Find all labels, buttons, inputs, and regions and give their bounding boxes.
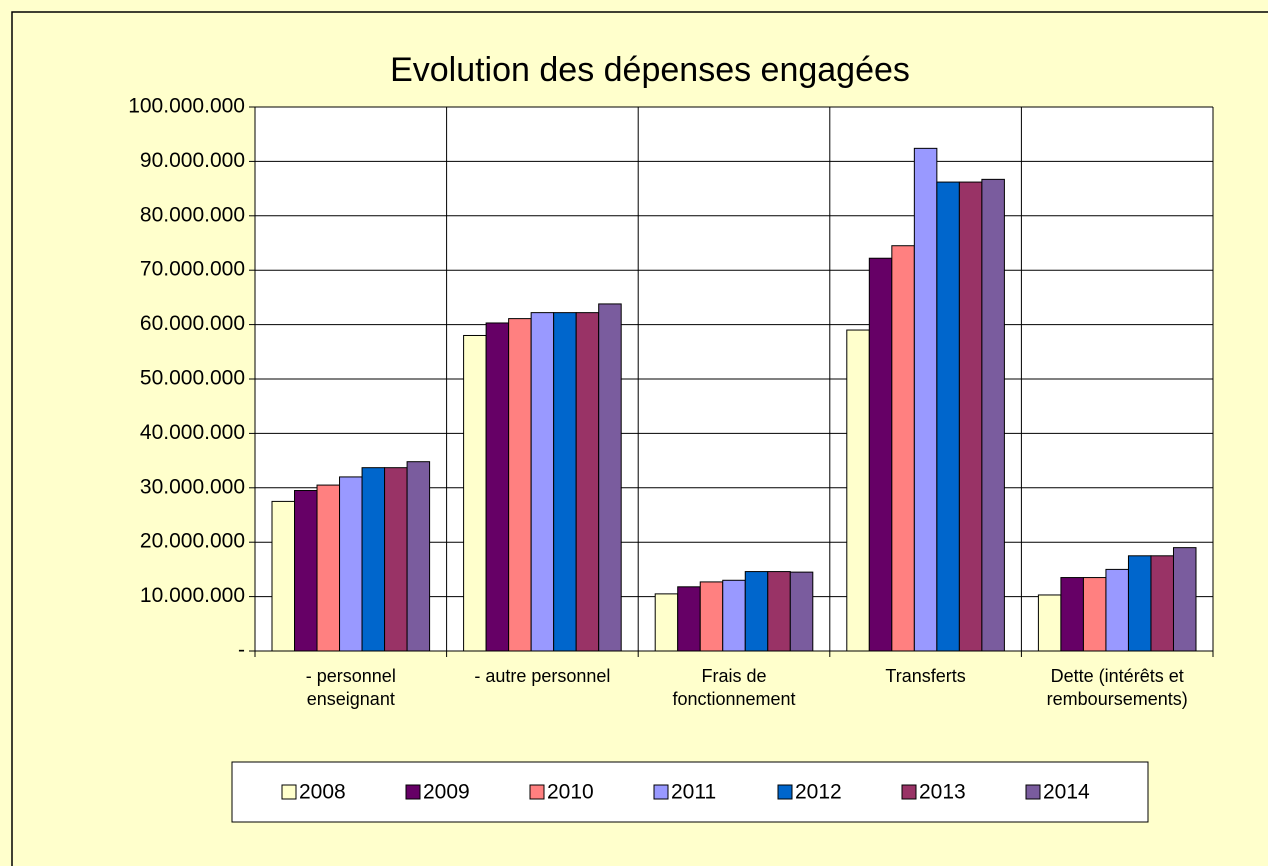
bar: [316, 484, 341, 652]
legend-swatch: [529, 784, 545, 800]
bar: [767, 571, 791, 652]
legend-box: [231, 761, 1149, 823]
legend-label: 2013: [919, 781, 966, 804]
bar: [553, 312, 577, 652]
bar: [846, 329, 870, 652]
bar: [575, 312, 600, 652]
bar: [485, 322, 510, 652]
bar: [384, 467, 408, 652]
bar: [789, 571, 814, 652]
legend-swatch: [1025, 784, 1041, 800]
y-tick-label: 60.000.000: [140, 312, 245, 335]
y-tick-label: -: [238, 639, 245, 662]
y-tick-label: 40.000.000: [140, 421, 245, 444]
bar: [1082, 577, 1107, 652]
legend-label: 2008: [299, 781, 346, 804]
bar: [981, 178, 1005, 652]
bar: [1037, 594, 1062, 652]
bar: [508, 318, 532, 652]
bar: [1105, 568, 1129, 652]
bar: [677, 586, 701, 652]
bar: [406, 461, 431, 652]
legend-swatch: [281, 784, 297, 800]
bar: [463, 334, 487, 652]
y-tick-label: 10.000.000: [140, 584, 245, 607]
bar: [654, 593, 679, 652]
bar: [868, 257, 893, 652]
bar: [530, 312, 555, 652]
bar: [722, 579, 746, 652]
bar: [936, 181, 960, 652]
bar: [294, 490, 318, 652]
bar: [699, 581, 724, 652]
legend-label: 2010: [547, 781, 594, 804]
y-tick-label: 100.000.000: [128, 95, 245, 118]
bar: [339, 476, 363, 652]
legend-swatch: [777, 784, 793, 800]
y-tick-label: 30.000.000: [140, 475, 245, 498]
x-tick-label: Frais de fonctionnement: [672, 666, 795, 709]
bar: [271, 500, 296, 652]
y-tick-label: 70.000.000: [140, 258, 245, 281]
y-tick-label: 90.000.000: [140, 149, 245, 172]
x-tick-label: Dette (intérêts et remboursements): [1047, 666, 1188, 709]
x-tick-label: - personnel enseignant: [306, 666, 396, 709]
bar: [1172, 547, 1197, 652]
legend-swatch: [653, 784, 669, 800]
bar: [361, 467, 386, 652]
bar: [1127, 555, 1152, 652]
bar: [891, 245, 915, 652]
y-tick-label: 50.000.000: [140, 367, 245, 390]
bar: [598, 303, 622, 652]
y-tick-label: 20.000.000: [140, 530, 245, 553]
legend-swatch: [901, 784, 917, 800]
bar: [1060, 577, 1084, 652]
bar: [744, 571, 769, 652]
x-tick-label: Transferts: [885, 666, 965, 686]
chart-title: Evolution des dépenses engagées: [390, 51, 910, 89]
x-tick-label: - autre personnel: [474, 666, 610, 686]
chart-border: [11, 11, 1268, 866]
legend-swatch: [405, 784, 421, 800]
legend-label: 2012: [795, 781, 842, 804]
legend-label: 2014: [1043, 781, 1090, 804]
legend-label: 2011: [671, 781, 716, 804]
bar: [913, 147, 938, 652]
bar: [1150, 555, 1174, 652]
legend-label: 2009: [423, 781, 470, 804]
bar: [958, 181, 983, 652]
y-tick-label: 80.000.000: [140, 203, 245, 226]
